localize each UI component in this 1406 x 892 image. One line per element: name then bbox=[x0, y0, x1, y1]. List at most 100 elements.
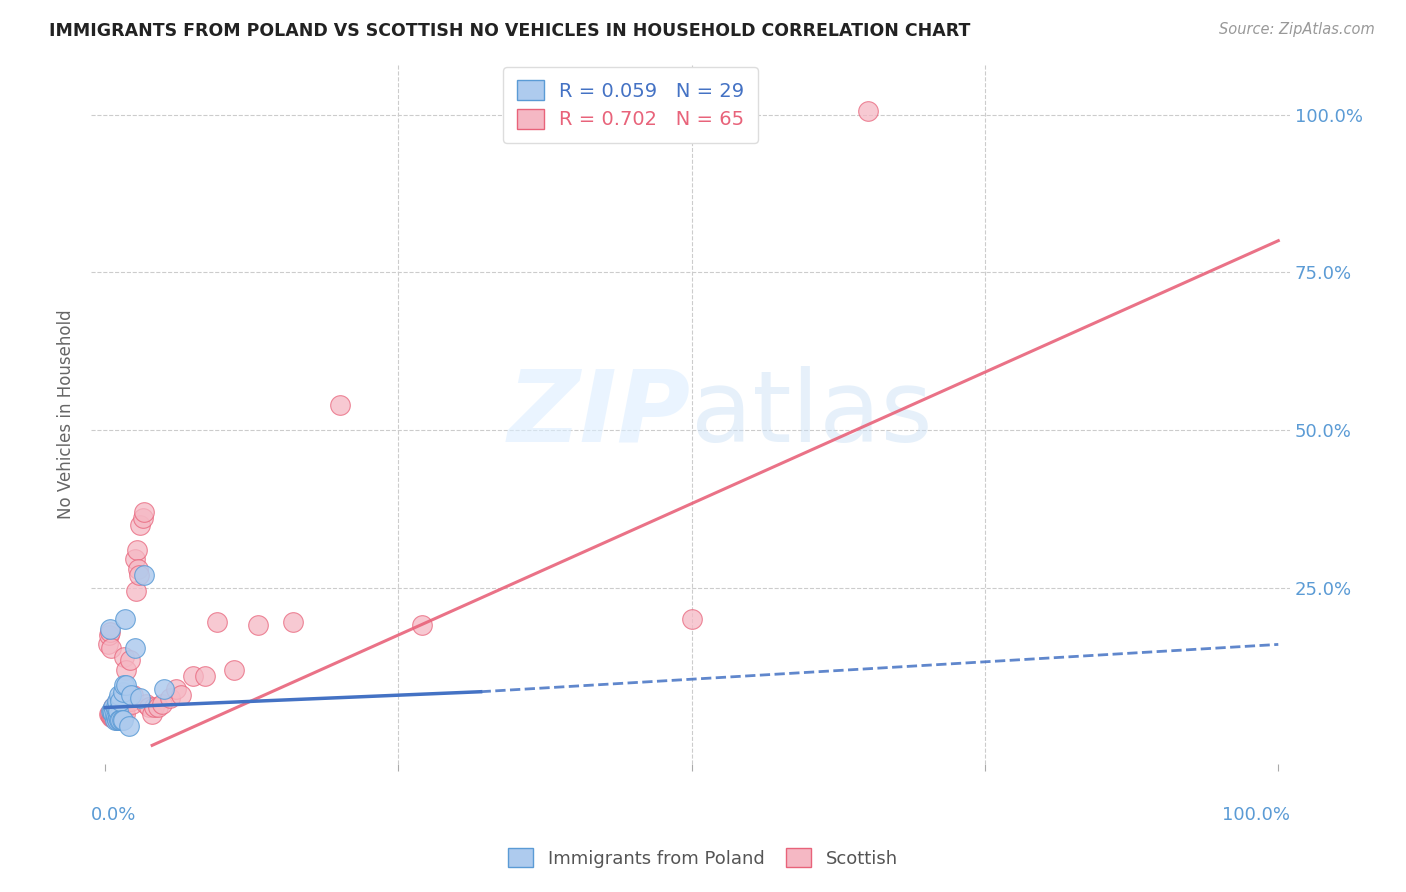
Point bbox=[103, 700, 125, 714]
Point bbox=[118, 653, 141, 667]
Point bbox=[121, 698, 143, 712]
Point bbox=[170, 688, 193, 702]
Point bbox=[108, 713, 131, 727]
Legend: R = 0.059   N = 29, R = 0.702   N = 65: R = 0.059 N = 29, R = 0.702 N = 65 bbox=[503, 67, 758, 143]
Point bbox=[118, 688, 141, 702]
Point bbox=[856, 104, 879, 119]
Point bbox=[104, 710, 127, 724]
Point bbox=[120, 694, 142, 708]
Point bbox=[114, 694, 136, 708]
Text: 0.0%: 0.0% bbox=[91, 806, 136, 824]
Point bbox=[104, 698, 127, 712]
Point bbox=[114, 706, 136, 721]
Point bbox=[112, 650, 135, 665]
Text: Source: ZipAtlas.com: Source: ZipAtlas.com bbox=[1219, 22, 1375, 37]
Point bbox=[115, 663, 138, 677]
Point bbox=[143, 700, 166, 714]
Point bbox=[103, 706, 125, 721]
Point bbox=[159, 691, 181, 706]
Point bbox=[104, 700, 127, 714]
Point bbox=[108, 706, 131, 721]
Point bbox=[112, 678, 135, 692]
Point bbox=[111, 698, 134, 712]
Point bbox=[111, 706, 134, 721]
Point bbox=[97, 628, 120, 642]
Point bbox=[104, 710, 127, 724]
Point bbox=[111, 698, 134, 712]
Point bbox=[129, 517, 152, 532]
Point bbox=[281, 615, 304, 630]
Point bbox=[98, 706, 121, 721]
Point bbox=[124, 552, 146, 566]
Point bbox=[132, 511, 155, 525]
Point bbox=[114, 612, 136, 626]
Point bbox=[107, 704, 129, 718]
Point bbox=[101, 706, 124, 721]
Point bbox=[110, 694, 132, 708]
Point bbox=[122, 688, 145, 702]
Point bbox=[110, 710, 132, 724]
Point bbox=[329, 398, 352, 412]
Point bbox=[100, 640, 122, 655]
Point bbox=[103, 710, 125, 724]
Point bbox=[205, 615, 228, 630]
Point bbox=[224, 663, 246, 677]
Point bbox=[181, 669, 204, 683]
Point bbox=[194, 669, 217, 683]
Point bbox=[411, 618, 433, 632]
Point bbox=[111, 691, 134, 706]
Point bbox=[132, 505, 155, 519]
Point bbox=[246, 618, 269, 632]
Point bbox=[127, 562, 149, 576]
Point bbox=[118, 719, 141, 733]
Point bbox=[107, 704, 129, 718]
Point bbox=[100, 710, 122, 724]
Y-axis label: No Vehicles in Household: No Vehicles in Household bbox=[58, 310, 75, 519]
Point bbox=[105, 713, 128, 727]
Text: atlas: atlas bbox=[690, 366, 932, 463]
Point bbox=[138, 700, 160, 714]
Point bbox=[146, 700, 169, 714]
Point bbox=[115, 678, 138, 692]
Point bbox=[104, 706, 127, 721]
Point bbox=[108, 688, 131, 702]
Text: 100.0%: 100.0% bbox=[1222, 806, 1291, 824]
Point bbox=[104, 704, 127, 718]
Point bbox=[120, 688, 142, 702]
Point bbox=[104, 704, 127, 718]
Point bbox=[111, 713, 134, 727]
Point bbox=[129, 691, 152, 706]
Point bbox=[125, 583, 148, 598]
Point bbox=[111, 713, 134, 727]
Point bbox=[101, 710, 124, 724]
Point bbox=[103, 700, 125, 714]
Point bbox=[112, 704, 135, 718]
Point bbox=[124, 640, 146, 655]
Point bbox=[110, 713, 132, 727]
Point bbox=[104, 713, 127, 727]
Point bbox=[98, 624, 121, 639]
Point bbox=[150, 698, 173, 712]
Point bbox=[165, 681, 187, 696]
Legend: Immigrants from Poland, Scottish: Immigrants from Poland, Scottish bbox=[498, 838, 908, 879]
Point bbox=[681, 612, 703, 626]
Point bbox=[110, 700, 132, 714]
Point bbox=[107, 698, 129, 712]
Point bbox=[108, 700, 131, 714]
Point bbox=[117, 694, 139, 708]
Point bbox=[97, 637, 120, 651]
Point bbox=[153, 681, 176, 696]
Point bbox=[98, 622, 121, 636]
Point bbox=[100, 704, 122, 718]
Point bbox=[107, 710, 129, 724]
Point bbox=[128, 568, 150, 582]
Point bbox=[105, 700, 128, 714]
Point bbox=[132, 568, 155, 582]
Point bbox=[105, 694, 128, 708]
Text: ZIP: ZIP bbox=[508, 366, 690, 463]
Text: IMMIGRANTS FROM POLAND VS SCOTTISH NO VEHICLES IN HOUSEHOLD CORRELATION CHART: IMMIGRANTS FROM POLAND VS SCOTTISH NO VE… bbox=[49, 22, 970, 40]
Point bbox=[97, 706, 120, 721]
Point bbox=[101, 704, 124, 718]
Point bbox=[141, 706, 163, 721]
Point bbox=[111, 684, 134, 698]
